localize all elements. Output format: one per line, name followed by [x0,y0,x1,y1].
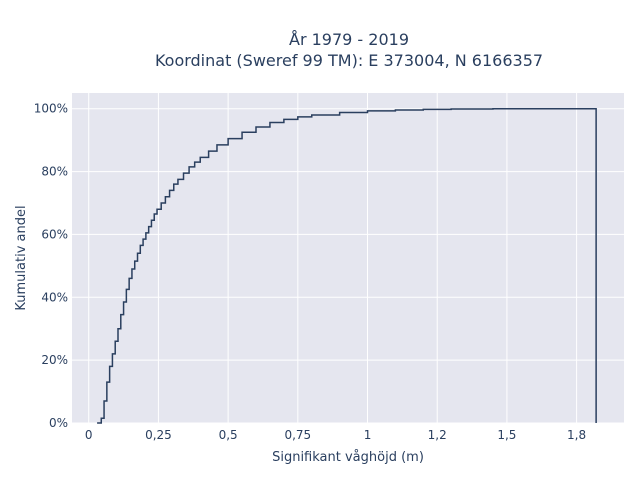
x-tick-label: 0,75 [284,428,311,442]
x-tick-label: 0,25 [145,428,172,442]
y-axis-title: Kumulativ andel [14,205,29,310]
x-tick-labels: 0 0,25 0,5 0,75 1 1,2 1,5 1,8 [85,428,586,442]
y-tick-label: 100% [34,102,68,116]
x-tick-label: 1 [364,428,372,442]
x-tick-label: 0,5 [219,428,238,442]
y-tick-label: 80% [41,165,68,179]
plot-area [72,93,624,423]
y-tick-label: 0% [49,416,68,430]
x-axis-title: Signifikant våghöjd (m) [272,450,424,465]
x-tick-label: 1,2 [428,428,447,442]
y-tick-labels: 0% 20% 40% 60% 80% 100% [34,102,68,430]
chart-title-line1: År 1979 - 2019 [289,30,409,49]
y-gridlines [72,108,624,424]
y-tick-label: 20% [41,353,68,367]
cdf-step-line [97,107,597,424]
y-tick-label: 60% [41,227,68,241]
x-gridlines [88,93,578,423]
chart-title-line2: Koordinat (Sweref 99 TM): E 373004, N 61… [155,51,543,70]
y-tick-label: 40% [41,290,68,304]
x-tick-label: 1,8 [567,428,586,442]
x-tick-label: 0 [85,428,93,442]
x-tick-label: 1,5 [497,428,516,442]
